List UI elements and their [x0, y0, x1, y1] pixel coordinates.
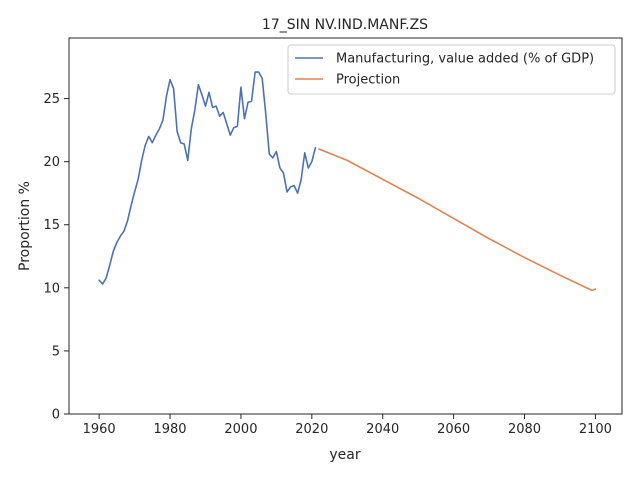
y-tick-label: 15: [43, 218, 60, 233]
chart-title: 17_SIN NV.IND.MANF.ZS: [262, 17, 428, 33]
x-tick-label: 2000: [224, 422, 257, 437]
series-line-1: [318, 148, 597, 292]
legend-box: [287, 44, 616, 95]
y-tick-label: 25: [43, 92, 60, 107]
x-tick-label: 2060: [437, 422, 470, 437]
x-tick-label: 1960: [83, 422, 116, 437]
x-tick-label: 2080: [508, 422, 541, 437]
x-tick-label: 2100: [579, 422, 612, 437]
y-tick-label: 20: [43, 155, 60, 170]
legend-label-1: Projection: [336, 73, 400, 88]
x-axis: 1960 1980 2000 2020 2040 2060 2080 2100: [83, 414, 612, 437]
legend-label-0: Manufacturing, value added (% of GDP): [336, 52, 594, 67]
x-tick-label: 2020: [295, 422, 328, 437]
series-line-0: [98, 71, 317, 285]
x-tick-label: 2040: [366, 422, 399, 437]
y-axis: 0 5 10 15 20 25: [43, 92, 69, 423]
y-tick-label: 5: [52, 344, 60, 359]
plot-area: [98, 71, 597, 292]
plot-frame: [68, 37, 623, 415]
y-axis-label: Proportion %: [17, 181, 33, 271]
x-axis-label: year: [329, 447, 360, 463]
legend: Manufacturing, value added (% of GDP) Pro…: [287, 44, 616, 95]
x-tick-label: 1980: [153, 422, 186, 437]
y-tick-label: 0: [52, 408, 60, 423]
y-tick-label: 10: [43, 281, 60, 296]
